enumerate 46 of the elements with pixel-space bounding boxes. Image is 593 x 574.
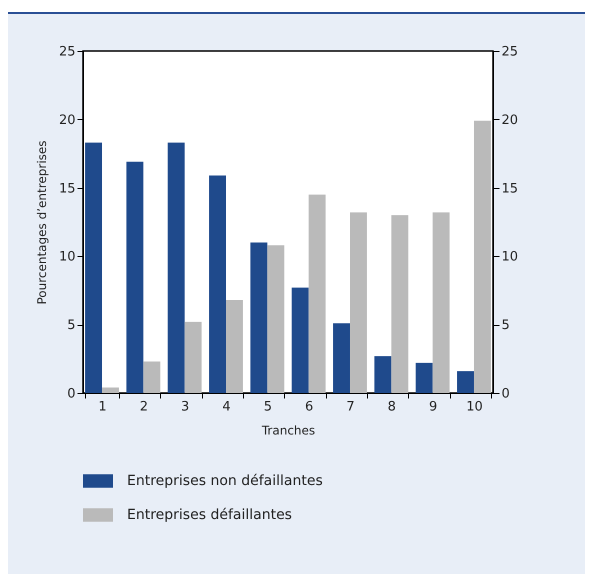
bar — [209, 175, 226, 393]
x-tick-label: 7 — [346, 400, 355, 414]
legend-label: Entreprises non défaillantes — [127, 473, 323, 489]
y2-tick-label: 0 — [502, 386, 510, 402]
y-tick-label: 5 — [67, 318, 76, 334]
y-tick-label: 0 — [67, 386, 76, 402]
x-tick-label: 2 — [140, 400, 148, 414]
x-tick-label: 1 — [98, 400, 107, 414]
legend-label: Entreprises défaillantes — [127, 507, 292, 523]
bar — [85, 142, 102, 393]
bar — [226, 300, 243, 393]
bar — [184, 322, 202, 393]
bar — [391, 215, 408, 393]
bar — [374, 356, 392, 393]
bar — [416, 362, 433, 393]
y-tick-label: 20 — [58, 112, 76, 128]
y-tick-label: 25 — [58, 44, 76, 60]
x-axis-title: Tranches — [260, 424, 316, 438]
bar — [143, 362, 160, 393]
bar — [292, 288, 309, 393]
y2-tick-label: 25 — [502, 44, 518, 60]
bar — [267, 245, 284, 393]
bar — [168, 142, 185, 393]
bar — [102, 388, 119, 393]
y2-tick-label: 20 — [502, 112, 518, 128]
bar — [432, 212, 450, 393]
y2-tick-label: 15 — [502, 181, 518, 196]
x-tick-label: 5 — [264, 400, 272, 414]
bar — [126, 162, 144, 393]
bar — [350, 212, 367, 393]
y-tick-label: 10 — [58, 250, 76, 265]
y-tick-label: 15 — [58, 181, 76, 196]
bar — [457, 371, 474, 393]
x-tick-label: 9 — [429, 400, 438, 414]
x-tick-label: 6 — [305, 400, 314, 414]
y2-tick-label: 5 — [502, 318, 510, 334]
bar — [333, 323, 350, 393]
x-tick-label: 4 — [222, 400, 231, 414]
x-tick-label: 8 — [388, 400, 396, 414]
y2-tick-label: 10 — [502, 250, 518, 265]
x-tick-label: 3 — [181, 400, 190, 414]
bar — [250, 242, 268, 393]
bar — [308, 194, 326, 393]
bar — [474, 120, 491, 393]
x-tick-label: 10 — [466, 400, 483, 414]
y-axis-title: Pourcentages d’entreprises — [34, 140, 49, 305]
